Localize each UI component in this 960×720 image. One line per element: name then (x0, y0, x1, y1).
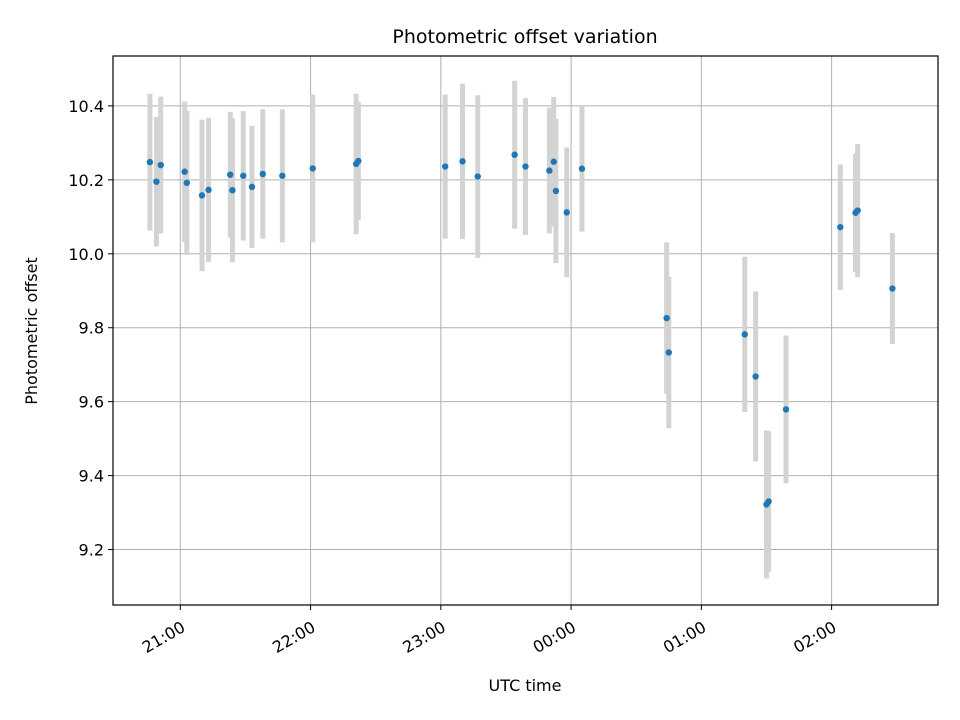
y-tick-label: 10.0 (68, 245, 104, 264)
plot-frame (112, 55, 939, 606)
data-point (355, 157, 362, 165)
data-point (552, 187, 560, 195)
data-point (229, 187, 236, 194)
data-point (563, 209, 570, 216)
data-point (854, 207, 861, 214)
data-point (441, 163, 449, 170)
data-point (153, 178, 160, 185)
data-point (663, 314, 670, 322)
y-tick-label: 9.2 (79, 541, 104, 560)
data-point (227, 171, 234, 178)
y-tick-label: 10.2 (68, 171, 104, 190)
data-point (782, 406, 790, 413)
data-point (157, 161, 164, 169)
data-point (279, 172, 286, 179)
data-point (522, 163, 529, 170)
data-point (546, 167, 553, 174)
data-point (474, 173, 481, 180)
data-point (837, 223, 844, 231)
data-point (240, 172, 247, 179)
y-tick-label: 10.4 (68, 97, 104, 116)
axis-ticks: 21:00 22:00 23:00 00:00 01:00 02:009.29.49.69… (68, 97, 839, 657)
data-point (205, 186, 212, 194)
data-point (248, 183, 256, 191)
data-point (309, 165, 316, 172)
data-point (550, 158, 557, 165)
data-point (146, 158, 154, 166)
data-point (259, 170, 267, 178)
y-tick-label: 9.8 (79, 319, 104, 338)
data-point (511, 151, 518, 158)
data-point (765, 498, 772, 505)
y-tick-label: 9.4 (79, 467, 104, 486)
data-point (198, 192, 206, 199)
data-point (459, 158, 466, 165)
data-point (183, 179, 191, 187)
y-axis-label: Photometric offset (22, 257, 41, 405)
x-axis-label: UTC time (489, 676, 562, 695)
data-points (146, 151, 896, 508)
data-point (752, 373, 759, 380)
y-tick-label: 9.6 (79, 393, 104, 412)
data-point (181, 168, 188, 175)
grid (113, 56, 938, 605)
data-point (578, 165, 586, 172)
chart-title: Photometric offset variation (392, 26, 657, 48)
data-point (889, 285, 896, 292)
data-point (741, 331, 748, 338)
data-point (665, 349, 672, 356)
